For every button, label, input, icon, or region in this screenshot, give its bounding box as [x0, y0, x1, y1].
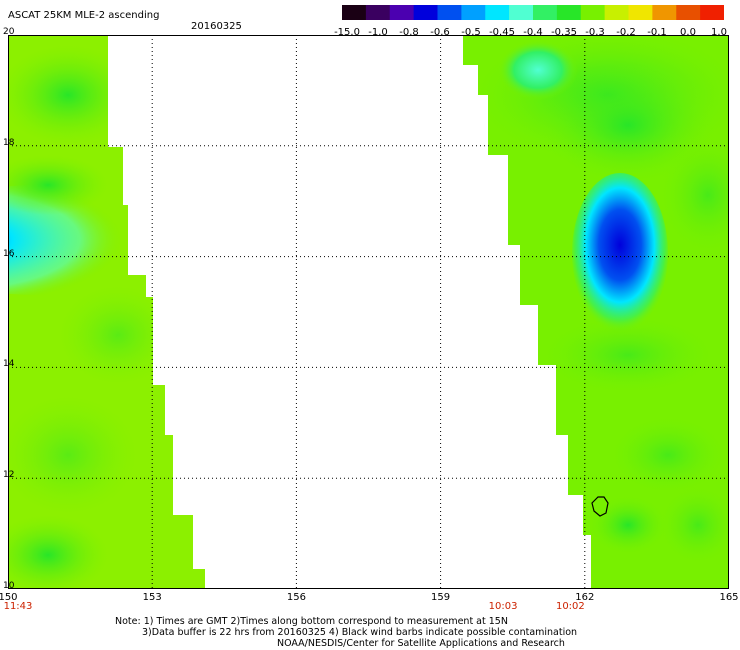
colorbar-swatch — [365, 5, 391, 20]
longitude-label: 165 — [719, 592, 739, 603]
colorbar-swatch — [580, 5, 606, 20]
wind-speed-map — [8, 35, 729, 589]
time-label: 10:03 — [488, 601, 518, 612]
colorbar — [342, 5, 724, 20]
map-date: 20160325 — [191, 21, 242, 32]
colorbar-swatch — [700, 5, 724, 20]
longitude-label: 162 — [575, 592, 595, 603]
map-title: ASCAT 25KM MLE-2 ascending — [8, 10, 160, 21]
colorbar-swatch — [509, 5, 534, 20]
time-label: 11:43 — [3, 601, 33, 612]
colorbar-swatch — [461, 5, 486, 20]
colorbar-tick-label: -15.0 — [334, 27, 360, 38]
colorbar-swatches — [342, 5, 724, 20]
colorbar-swatch — [628, 5, 653, 20]
note-line-1: Note: 1) Times are GMT 2)Times along bot… — [115, 616, 508, 627]
colorbar-tick-label: -0.1 — [647, 27, 667, 38]
colorbar-swatch — [533, 5, 558, 20]
colorbar-swatch — [342, 5, 367, 20]
colorbar-tick-label: -0.4 — [523, 27, 543, 38]
latitude-label: 20 — [3, 27, 15, 37]
colorbar-swatch — [556, 5, 582, 20]
note-line-2: 3)Data buffer is 22 hrs from 20160325 4)… — [142, 627, 578, 638]
longitude-label: 153 — [142, 592, 162, 603]
colorbar-tick-label: -0.5 — [461, 27, 481, 38]
colorbar-tick-label: -0.6 — [430, 27, 450, 38]
colorbar-tick-label: -0.35 — [551, 27, 577, 38]
map-border — [8, 35, 729, 589]
colorbar-swatch — [676, 5, 701, 20]
colorbar-tick-label: -0.45 — [489, 27, 515, 38]
map-grid — [8, 35, 729, 589]
colorbar-tick-label: -0.8 — [399, 27, 419, 38]
latitude-label: 16 — [3, 248, 15, 259]
map-plot-area — [8, 35, 729, 589]
colorbar-swatch — [604, 5, 630, 20]
longitude-label: 150 — [0, 592, 18, 603]
colorbar-swatch — [652, 5, 677, 20]
longitude-label: 159 — [431, 592, 451, 603]
colorbar-tick-label: -1.0 — [368, 27, 388, 38]
colorbar-swatch — [437, 5, 462, 20]
longitude-label: 156 — [286, 592, 306, 603]
colorbar-tick-label: 1.0 — [711, 27, 727, 38]
colorbar-swatch — [485, 5, 510, 20]
right-swath — [463, 35, 729, 589]
colorbar-swatch — [389, 5, 415, 20]
latitude-label: 10 — [3, 581, 15, 591]
latitude-label: 12 — [3, 470, 15, 481]
latitude-label: 14 — [3, 359, 15, 370]
note-line-3: NOAA/NESDIS/Center for Satellite Applica… — [277, 638, 565, 649]
colorbar-swatch — [413, 5, 439, 20]
colorbar-tick-label: -0.2 — [616, 27, 636, 38]
colorbar-tick-label: 0.0 — [680, 27, 696, 38]
contamination-contour — [591, 496, 609, 517]
time-label: 10:02 — [555, 601, 585, 612]
colorbar-tick-label: -0.3 — [585, 27, 605, 38]
left-swath — [8, 35, 205, 589]
latitude-label: 18 — [3, 137, 15, 148]
